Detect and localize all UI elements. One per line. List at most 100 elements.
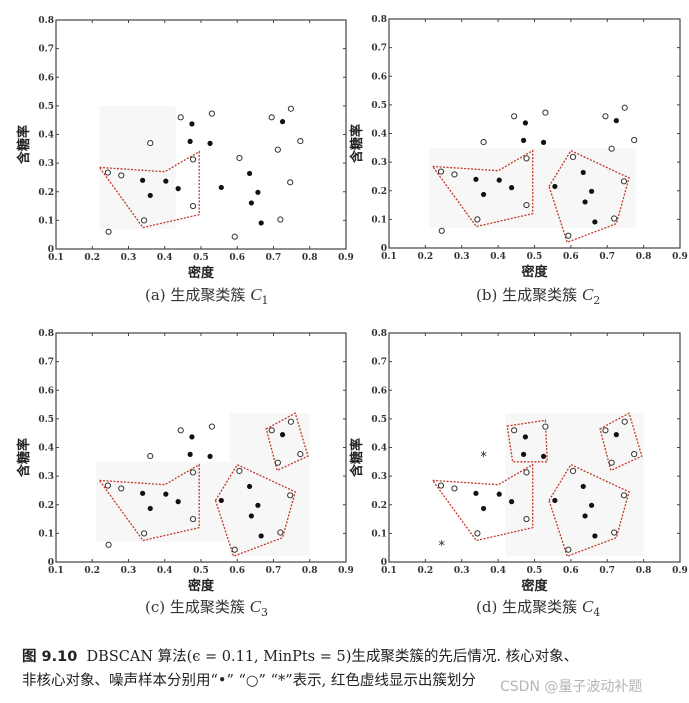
subcaption-text: (b) 生成聚类簇 — [476, 286, 582, 304]
x-tick-label: 0.8 — [636, 566, 652, 576]
cluster-outline-c2 — [214, 463, 297, 558]
non-core-point — [287, 179, 294, 186]
core-point — [508, 499, 515, 505]
y-tick-label: 0.2 — [371, 187, 387, 197]
x-tick-label: 0.2 — [418, 252, 434, 262]
x-tick-label: 0.5 — [527, 566, 543, 576]
core-point — [473, 176, 479, 182]
y-tick-label: 0.2 — [38, 501, 54, 511]
y-tick-label: 0.6 — [371, 386, 387, 396]
y-tick-label: 0.6 — [38, 386, 54, 396]
non-core-point — [277, 529, 284, 536]
y-tick-label: 0.2 — [38, 188, 54, 198]
x-axis-label: 密度 — [520, 578, 548, 594]
core-point — [580, 169, 586, 176]
non-core-point — [631, 450, 638, 458]
core-point — [496, 177, 502, 183]
x-tick-label: 0.9 — [338, 253, 354, 263]
non-core-point — [451, 171, 458, 178]
x-tick-label: 0.5 — [193, 253, 209, 263]
non-core-point — [511, 113, 518, 120]
x-tick-label: 0.1 — [381, 252, 397, 262]
core-point — [520, 451, 527, 457]
non-core-point — [542, 423, 549, 430]
cluster-outline-c1 — [98, 463, 200, 542]
non-core-point — [147, 452, 154, 460]
x-axis-label: 密度 — [187, 265, 215, 281]
core-point — [147, 505, 153, 512]
non-core-point — [118, 485, 125, 492]
x-tick-label: 0.4 — [157, 253, 173, 263]
cluster-outline-c1 — [98, 150, 200, 229]
y-tick-label: 0.8 — [371, 329, 387, 339]
core-point — [189, 121, 195, 127]
y-tick-label: 0.1 — [371, 215, 387, 225]
non-core-point — [177, 427, 184, 434]
cluster-outline-c2 — [548, 149, 630, 244]
cluster-shade — [505, 413, 644, 557]
y-tick-label: 0.1 — [38, 529, 54, 539]
x-tick-label: 0.1 — [48, 566, 64, 576]
non-core-point — [140, 530, 148, 537]
core-point — [582, 513, 588, 519]
core-point — [592, 219, 598, 225]
non-core-point — [277, 216, 284, 223]
cluster-shade — [99, 105, 176, 229]
core-point — [175, 186, 181, 192]
x-tick-label: 0.2 — [84, 566, 100, 576]
y-tick-label: 0.7 — [371, 44, 387, 54]
non-core-point — [189, 202, 197, 210]
x-tick-label: 0.4 — [490, 252, 506, 262]
y-tick-label: 0.7 — [38, 45, 54, 55]
subcaption-text: (c) 生成聚类簇 — [145, 598, 250, 616]
non-core-point — [189, 156, 197, 163]
y-tick-label: 0.4 — [371, 130, 387, 140]
y-tick-label: 0.4 — [371, 444, 387, 454]
non-core-point — [542, 109, 549, 116]
y-tick-label: 0.6 — [371, 72, 387, 82]
cluster-outline-c1 — [431, 149, 534, 228]
x-tick-label: 0.9 — [672, 566, 688, 576]
non-core-point — [438, 227, 445, 234]
non-core-point — [118, 172, 125, 179]
core-point — [163, 491, 169, 497]
y-tick-label: 0 — [48, 558, 54, 568]
core-point — [540, 139, 547, 145]
cluster-shade — [95, 461, 230, 542]
core-point — [255, 502, 261, 508]
non-core-point — [480, 138, 487, 146]
y-tick-label: 0.5 — [38, 415, 54, 425]
y-tick-label: 0.8 — [38, 329, 54, 339]
core-point — [189, 434, 195, 440]
non-core-point — [140, 217, 148, 224]
subcaption-d: (d) 生成聚类簇 C4 — [476, 596, 600, 619]
cluster-shade — [230, 413, 310, 557]
non-core-point — [451, 485, 458, 492]
non-core-point — [620, 492, 628, 499]
y-axis-label: 含糖率 — [16, 125, 32, 165]
non-core-point — [437, 482, 445, 489]
subcaption-var: C — [581, 285, 594, 304]
x-tick-label: 0.1 — [381, 566, 397, 576]
x-tick-label: 0.8 — [302, 566, 318, 576]
non-core-point — [287, 418, 294, 425]
non-core-point — [208, 423, 215, 430]
y-tick-label: 0.7 — [371, 358, 387, 368]
x-tick-label: 0.6 — [229, 566, 245, 576]
y-tick-label: 0.1 — [371, 529, 387, 539]
core-point — [279, 432, 286, 438]
y-tick-label: 0.4 — [38, 131, 54, 141]
y-tick-label: 0.4 — [38, 444, 54, 454]
non-core-point — [287, 492, 294, 499]
cluster-outline-c3 — [265, 412, 309, 472]
core-point — [218, 184, 224, 191]
core-point — [246, 483, 253, 490]
core-point — [187, 451, 193, 457]
core-point — [613, 118, 619, 124]
x-tick-label: 0.6 — [563, 566, 579, 576]
non-core-point — [177, 114, 184, 121]
non-core-point — [274, 459, 281, 466]
x-tick-label: 0.7 — [266, 566, 282, 576]
non-core-point — [523, 155, 530, 162]
non-core-point — [474, 530, 481, 537]
